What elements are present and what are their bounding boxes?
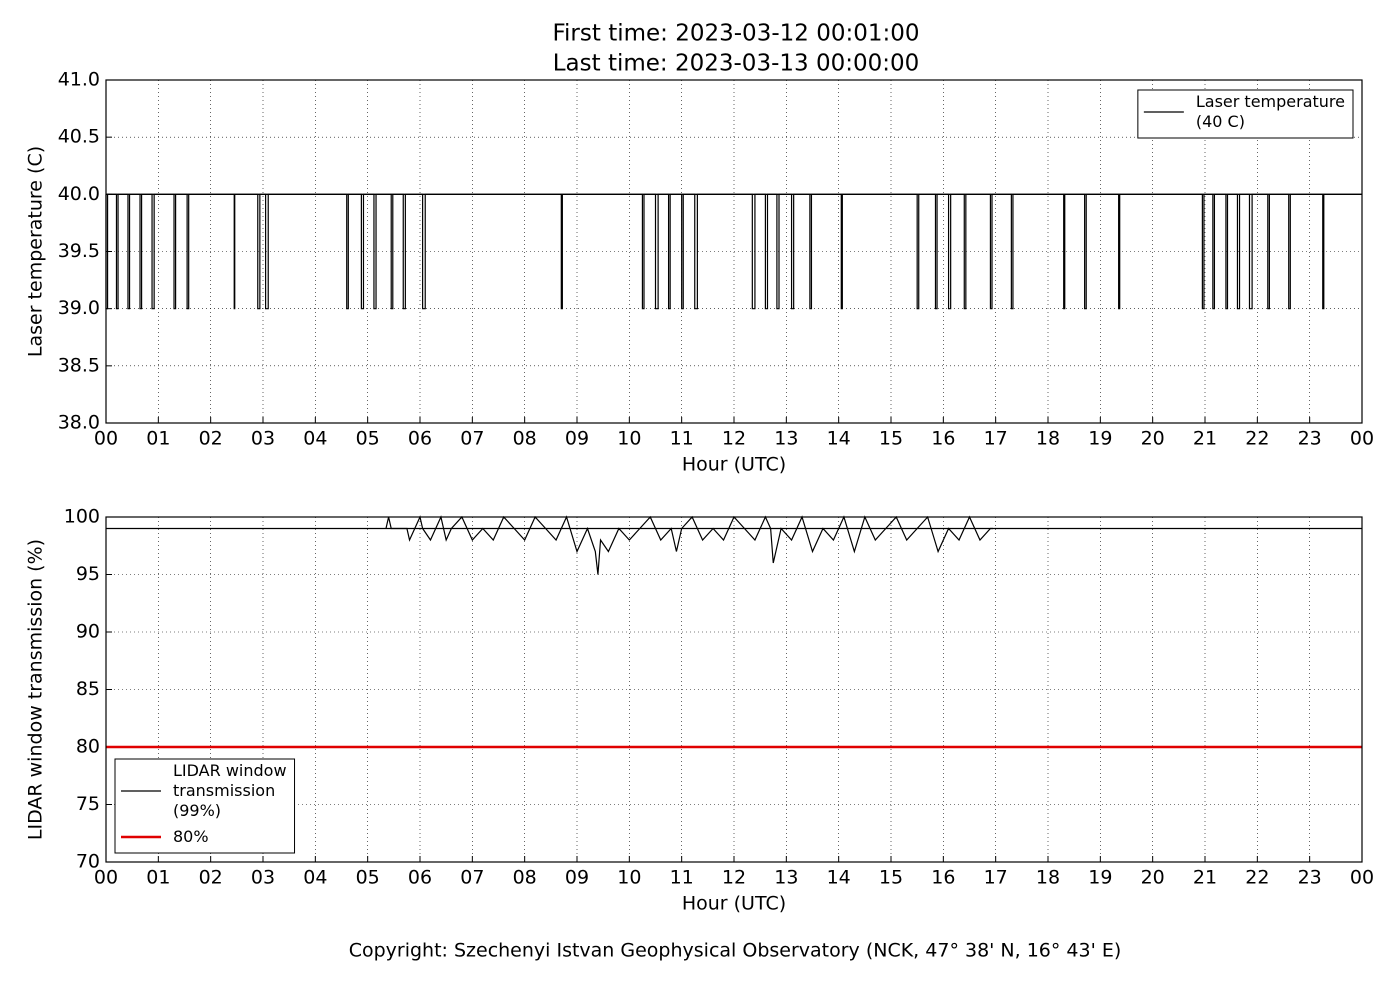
y-tick-label: 75 [76, 793, 100, 815]
y-tick-label: 38.5 [58, 354, 100, 376]
x-tick-label: 00 [1350, 428, 1374, 450]
x-tick-label: 15 [879, 867, 903, 889]
y-tick-label: 39.0 [58, 297, 100, 319]
title-line: Last time: 2023-03-13 00:00:00 [553, 51, 920, 77]
plot-frame [105, 79, 1363, 424]
x-tick-label: 11 [670, 867, 694, 889]
x-tick-label: 21 [1193, 867, 1217, 889]
x-tick-label: 18 [1036, 867, 1060, 889]
y-tick-label: 40.0 [58, 183, 100, 205]
x-tick-label: 05 [356, 867, 380, 889]
x-tick-label: 10 [617, 428, 641, 450]
y-tick-label: 85 [76, 678, 100, 700]
y-tick-label: 100 [64, 506, 100, 528]
x-tick-label: 19 [1088, 428, 1112, 450]
x-tick-label: 23 [1298, 428, 1322, 450]
x-tick-label: 20 [1141, 867, 1165, 889]
x-tick-label: 03 [251, 867, 275, 889]
x-tick-label: 00 [1350, 867, 1374, 889]
x-tick-label: 22 [1245, 867, 1269, 889]
legend: LIDAR window transmission (99%) 80% [114, 758, 296, 854]
x-tick-label: 17 [984, 428, 1008, 450]
y-tick-label: 90 [76, 621, 100, 643]
y-tick-label: 70 [76, 851, 100, 873]
x-tick-label: 02 [199, 428, 223, 450]
x-tick-label: 01 [146, 428, 170, 450]
x-tick-label: 22 [1245, 428, 1269, 450]
x-tick-label: 12 [722, 867, 746, 889]
x-axis-label: Hour (UTC) [682, 893, 786, 915]
x-tick-label: 14 [827, 428, 851, 450]
data-line [105, 193, 1362, 310]
x-tick-label: 13 [774, 428, 798, 450]
y-tick-label: 95 [76, 563, 100, 585]
legend-box [1137, 89, 1354, 139]
x-tick-label: 05 [356, 428, 380, 450]
legend-label: LIDAR window transmission (99%) [173, 761, 287, 820]
x-tick-label: 06 [408, 428, 432, 450]
x-tick-label: 04 [303, 867, 327, 889]
title-line: First time: 2023-03-12 00:01:00 [552, 21, 919, 47]
x-axis-label: Hour (UTC) [682, 454, 786, 476]
x-tick-label: 14 [827, 867, 851, 889]
x-tick-label: 01 [146, 867, 170, 889]
x-tick-label: 02 [199, 867, 223, 889]
x-tick-label: 15 [879, 428, 903, 450]
x-tick-label: 17 [984, 867, 1008, 889]
x-tick-label: 11 [670, 428, 694, 450]
x-tick-label: 19 [1088, 867, 1112, 889]
x-tick-label: 07 [460, 867, 484, 889]
y-tick-label: 39.5 [58, 240, 100, 262]
plot-frame [105, 516, 1363, 863]
x-tick-label: 21 [1193, 428, 1217, 450]
x-tick-label: 08 [513, 867, 537, 889]
legend-label: Laser temperature (40 C) [1196, 92, 1345, 131]
x-tick-label: 16 [931, 867, 955, 889]
y-tick-label: 40.5 [58, 126, 100, 148]
footer: Copyright: Szechenyi Istvan Geophysical … [349, 940, 1122, 962]
data-line [385, 515, 994, 575]
x-tick-label: 08 [513, 428, 537, 450]
x-tick-label: 00 [94, 867, 118, 889]
y-axis-label: LIDAR window transmission (%) [25, 539, 47, 840]
x-tick-label: 12 [722, 428, 746, 450]
x-tick-label: 00 [94, 428, 118, 450]
x-tick-label: 09 [565, 867, 589, 889]
y-axis-label: Laser temperature (C) [25, 146, 47, 357]
x-tick-label: 20 [1141, 428, 1165, 450]
x-tick-label: 07 [460, 428, 484, 450]
x-tick-label: 23 [1298, 867, 1322, 889]
x-tick-label: 06 [408, 867, 432, 889]
x-tick-label: 03 [251, 428, 275, 450]
y-tick-label: 80 [76, 736, 100, 758]
y-tick-label: 38.0 [58, 412, 100, 434]
y-tick-label: 41.0 [58, 69, 100, 91]
x-tick-label: 16 [931, 428, 955, 450]
x-tick-label: 18 [1036, 428, 1060, 450]
x-tick-label: 09 [565, 428, 589, 450]
legend-label: 80% [173, 827, 209, 846]
x-tick-label: 10 [617, 867, 641, 889]
x-tick-label: 04 [303, 428, 327, 450]
x-tick-label: 13 [774, 867, 798, 889]
legend: Laser temperature (40 C) [1137, 89, 1354, 139]
